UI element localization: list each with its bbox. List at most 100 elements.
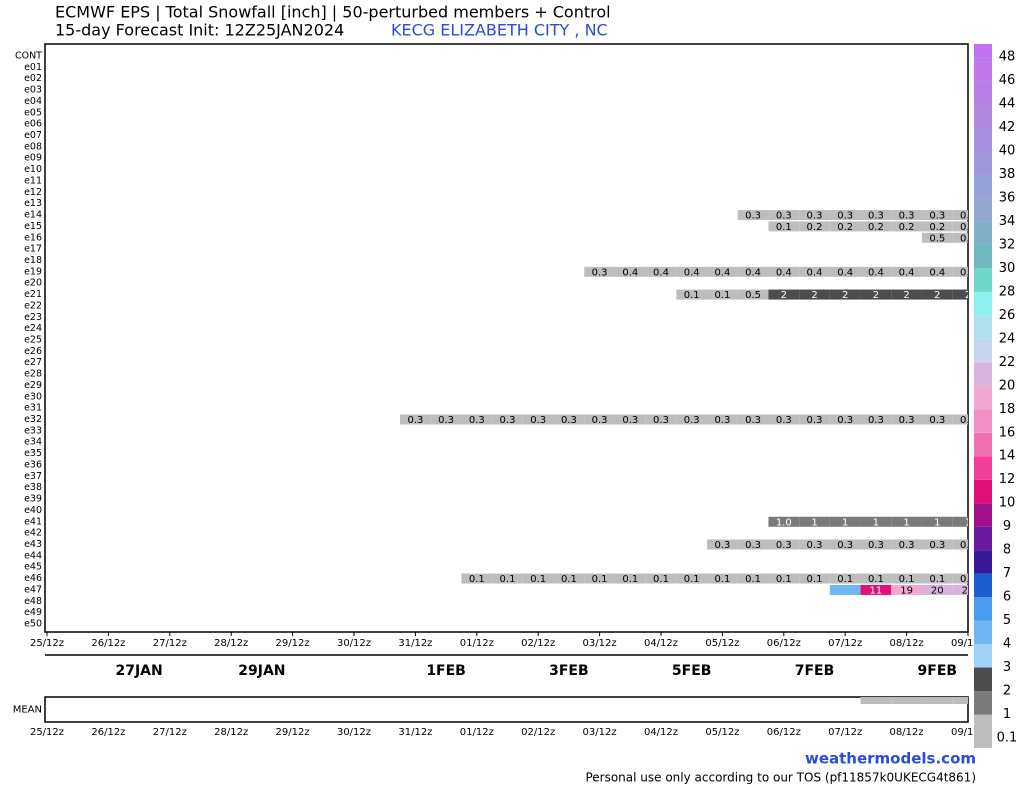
cell-label: 0.2 (807, 222, 823, 233)
cell (492, 573, 523, 584)
cell (952, 210, 968, 221)
cell-label: 0.2 (837, 222, 853, 233)
date-label: 7FEB (795, 663, 835, 679)
cell-label: 0.1 (807, 574, 823, 585)
date-label: 9FEB (918, 663, 958, 679)
cell (891, 289, 922, 300)
row-label: e07 (24, 130, 42, 141)
cell (676, 289, 708, 300)
x-tick-label: 31/12z (398, 638, 432, 649)
cell-label: 0.4 (868, 267, 884, 278)
x-tick-label: 05/12z (705, 638, 739, 649)
colorbar-label: 0.1 (997, 731, 1018, 746)
colorbar-label: 46 (999, 73, 1016, 88)
cell (799, 516, 830, 527)
x-tick-label: 06/12z (767, 727, 801, 738)
cell (799, 539, 830, 550)
row-label: e21 (24, 289, 42, 300)
row-label: e31 (24, 403, 42, 414)
cell-label: 0.3 (438, 415, 454, 426)
row-label: e40 (24, 505, 42, 516)
x-tick-label: 05/12z (705, 727, 739, 738)
row-label: e16 (24, 232, 42, 243)
colorbar-label: 48 (999, 50, 1016, 65)
cell-label: 0.3 (561, 415, 577, 426)
cell-label: 0.1 (684, 290, 700, 301)
cell (952, 289, 968, 300)
cell-label: 1 (903, 517, 909, 528)
cell (921, 414, 953, 425)
cell-label: 0.4 (776, 267, 792, 278)
row-label: e10 (24, 164, 42, 175)
x-tick-label: 26/12z (91, 727, 125, 738)
cell (676, 573, 708, 584)
cell (737, 539, 769, 550)
row-label: e48 (24, 596, 42, 607)
row-label: e38 (24, 482, 42, 493)
row-label: e46 (24, 573, 42, 584)
cell (492, 414, 523, 425)
cell (891, 573, 922, 584)
cell (799, 573, 830, 584)
cell (737, 289, 769, 300)
cell-label: 0.3 (776, 415, 792, 426)
row-label: e22 (24, 300, 42, 311)
cell (614, 573, 646, 584)
x-tick-label: 04/12z (644, 638, 678, 649)
cell (891, 539, 922, 550)
cell-label: 0.5 (960, 233, 976, 244)
cell (645, 414, 677, 425)
cell (860, 414, 892, 425)
cell-label: 0.3 (714, 415, 730, 426)
row-label: e44 (24, 550, 42, 561)
cell-label: 20 (931, 585, 944, 596)
cell (584, 414, 615, 425)
date-label: 3FEB (549, 663, 589, 679)
cell (829, 210, 861, 221)
cell-label: 0.1 (899, 574, 915, 585)
cell (860, 539, 892, 550)
colorbar-label: 2 (1003, 684, 1011, 699)
cell (860, 584, 892, 595)
cell-label: 0.3 (807, 211, 823, 222)
x-tick-label: 04/12z (644, 727, 678, 738)
row-label: e12 (24, 187, 42, 198)
row-label: e09 (24, 153, 42, 164)
cell (860, 221, 892, 232)
cell-label: 0.3 (960, 211, 976, 222)
row-label: e36 (24, 459, 42, 470)
cell-label: 2 (965, 290, 971, 301)
cell (799, 414, 830, 425)
cell-label: 0.2 (929, 222, 945, 233)
cell (921, 266, 953, 277)
colorbar-segment (974, 573, 992, 598)
x-tick-label: 31/12z (398, 727, 432, 738)
x-tick-label: 25/12z (30, 638, 64, 649)
cell-label: 0.4 (745, 267, 761, 278)
cell-label: 0.1 (868, 574, 884, 585)
cell-label: 0.1 (684, 574, 700, 585)
cell (829, 414, 861, 425)
cell (829, 289, 861, 300)
row-label: e14 (24, 210, 42, 221)
cell-label: 0.5 (897, 703, 916, 717)
cell-label: 0.4 (653, 267, 669, 278)
cell-label: 0.3 (929, 415, 945, 426)
cell (430, 414, 462, 425)
cell (860, 516, 892, 527)
row-label: e05 (24, 107, 42, 118)
row-label: e50 (24, 619, 42, 630)
cell-label: 1 (934, 517, 940, 528)
cell-label: 0.3 (500, 415, 516, 426)
colorbar-segment (974, 597, 992, 621)
cell-label: 2 (903, 290, 909, 301)
cell (768, 414, 800, 425)
row-label: e43 (24, 539, 42, 550)
cell (952, 266, 968, 277)
colorbar-segment (974, 362, 992, 386)
cell (768, 210, 800, 221)
cell (860, 697, 892, 704)
cell-label: 0.5 (928, 703, 947, 717)
row-label: e42 (24, 528, 42, 539)
row-label: e45 (24, 562, 42, 573)
